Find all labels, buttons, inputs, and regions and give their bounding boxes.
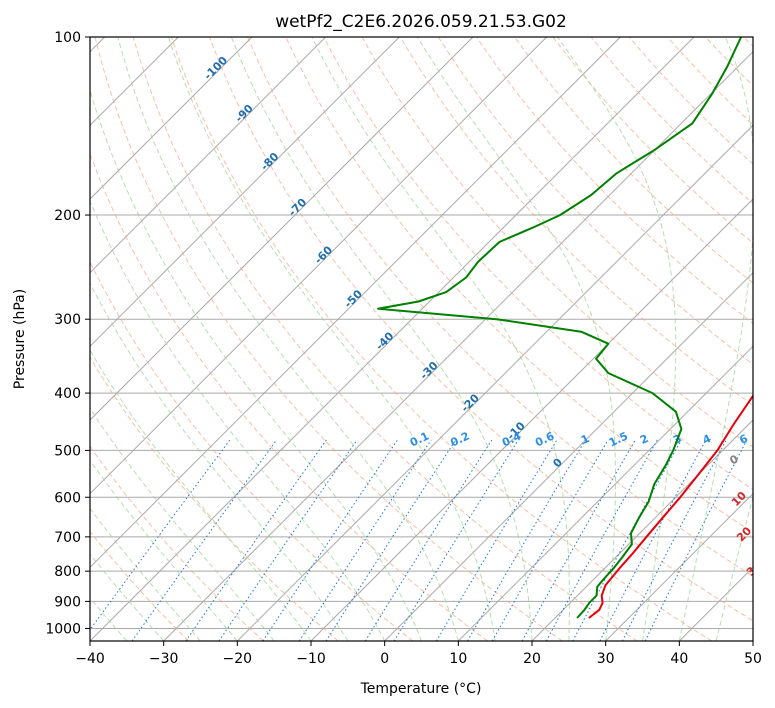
y-tick-label: 400 [54, 386, 81, 402]
y-tick-label: 700 [54, 530, 81, 546]
moist-adiabat-line [311, 37, 570, 641]
moist-adiabat-line [90, 459, 238, 641]
dry-adiabat-line [514, 37, 753, 284]
mixing-ratio-line [325, 439, 457, 641]
x-axis-label: Temperature (°C) [360, 681, 482, 697]
y-tick-label: 600 [54, 490, 81, 506]
moist-adiabat-line [167, 37, 496, 641]
dry-adiabat-lines [90, 37, 753, 641]
moist-adiabat-line [417, 37, 617, 641]
x-tick-label: −20 [223, 651, 253, 667]
y-axis-ticks: 100 200 300 400 500 600 700 800 900 1000 [45, 30, 90, 637]
dry-adiabat-line [90, 152, 488, 641]
mixing-ratio-line [644, 439, 748, 641]
mixing-ratio-line [491, 439, 609, 641]
dry-adiabat-line [90, 356, 339, 641]
y-tick-label: 900 [54, 594, 81, 610]
dry-adiabat-label: 20 [734, 524, 754, 544]
isotherm-line [90, 37, 621, 569]
dry-adiabat-line [323, 37, 753, 491]
mixing-ratio-line [298, 439, 432, 641]
dry-adiabat-line [209, 37, 753, 622]
mixing-ratio-line [262, 439, 399, 641]
isotherm-line [384, 271, 753, 641]
x-axis-ticks: −40 −30 −20 −10 0 10 20 30 40 50 [75, 641, 762, 667]
moist-adiabat-line [230, 37, 533, 641]
x-tick-label: −30 [149, 651, 179, 667]
moist-adiabat-line [90, 349, 312, 641]
moist-adiabat-line [90, 200, 386, 641]
isotherm-line [236, 124, 753, 641]
x-tick-label: 0 [380, 651, 389, 667]
isotherm-line [163, 50, 753, 641]
mixing-ratio-line [90, 439, 231, 631]
isotherm-line [457, 345, 753, 641]
dry-adiabat-line [170, 37, 712, 641]
moist-adiabat-line [117, 37, 459, 641]
y-tick-label: 800 [54, 564, 81, 580]
x-tick-label: −40 [75, 651, 105, 667]
mixing-ratio-line [435, 439, 558, 641]
dry-adiabat-label: 30 [744, 558, 764, 578]
dry-adiabat-line [247, 37, 753, 577]
temperature-profile-line [588, 394, 753, 619]
x-tick-label: 30 [597, 651, 615, 667]
isotherm-line [90, 37, 695, 641]
mixing-ratio-line [467, 439, 586, 641]
moist-adiabat-lines [90, 37, 753, 641]
mixing-ratio-line [364, 439, 493, 641]
isobar-gridlines [90, 37, 753, 629]
mixing-ratio-lines [90, 439, 748, 641]
x-tick-label: −10 [296, 651, 326, 667]
plot-frame [89, 36, 754, 642]
moist-adiabat-line [557, 37, 677, 641]
moist-adiabat-line [90, 282, 349, 641]
moist-adiabat-line [715, 495, 753, 641]
isotherm-line [90, 37, 548, 495]
y-tick-label: 1000 [45, 621, 81, 637]
mixing-ratio-line [393, 439, 519, 641]
mixing-ratio-line [218, 439, 358, 641]
dry-adiabat-line [90, 530, 190, 641]
dry-adiabat-line [132, 37, 638, 641]
plot-area: -100-90-80-70-60-50-40-30-20-10010203040… [90, 37, 764, 641]
dry-adiabat-line [90, 260, 414, 641]
isotherm-line [605, 492, 753, 641]
y-axis-label: Pressure (hPa) [12, 289, 28, 389]
moist-adiabat-line [90, 407, 275, 641]
mixing-ratio-line [521, 439, 636, 641]
isotherm-line [90, 37, 327, 274]
mixing-ratio-line [545, 439, 658, 641]
y-tick-label: 500 [54, 443, 81, 459]
isotherm-line [90, 37, 474, 421]
dewpoint-profile-line [377, 37, 743, 619]
moist-adiabat-line [678, 37, 753, 641]
isotherm-line [531, 419, 753, 641]
dry-adiabat-line [94, 37, 563, 641]
x-tick-label: 10 [449, 651, 467, 667]
sounding-profiles [377, 37, 753, 619]
x-tick-label: 50 [744, 651, 762, 667]
y-tick-label: 300 [54, 312, 81, 328]
x-tick-label: 20 [523, 651, 541, 667]
isotherm-line [90, 37, 253, 200]
isotherm-lines [90, 37, 753, 641]
y-tick-label: 100 [54, 30, 81, 46]
x-tick-label: 40 [670, 651, 688, 667]
dry-adiabat-line [399, 37, 753, 407]
chart-title: wetPf2_C2E6.2026.059.21.53.G02 [275, 12, 567, 32]
mixing-ratio-line [185, 439, 327, 641]
y-tick-label: 200 [54, 208, 81, 224]
isotherm-line [90, 37, 400, 348]
dry-adiabat-line [437, 37, 753, 365]
dry-adiabat-line [90, 445, 264, 641]
